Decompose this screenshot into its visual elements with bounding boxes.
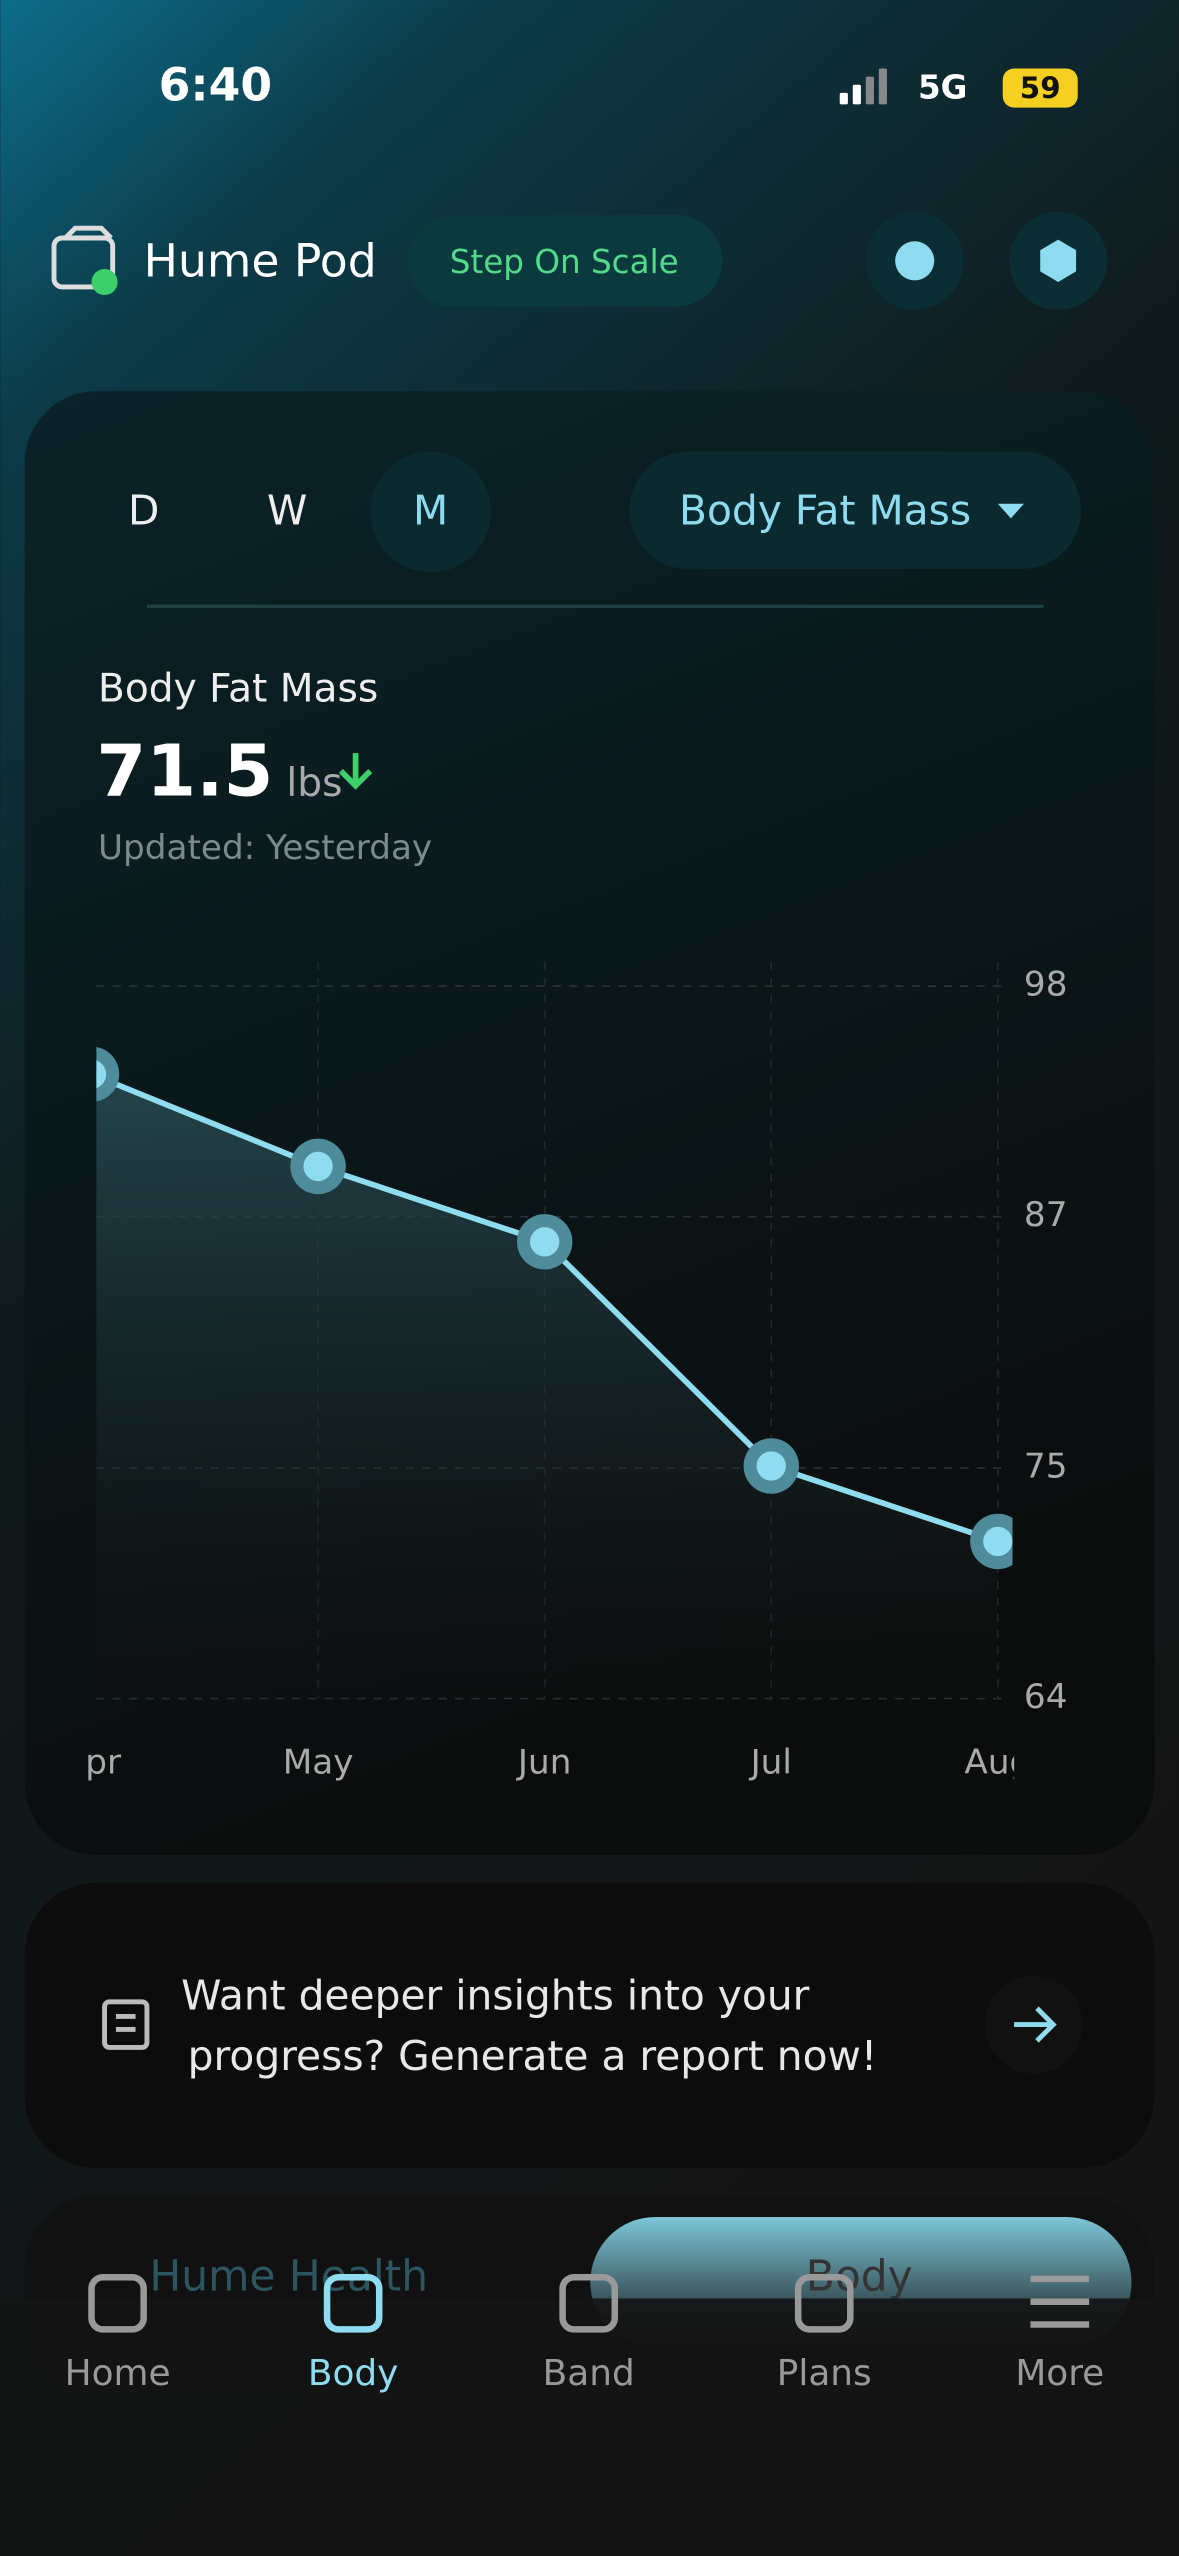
dropdown-caret: [997, 503, 1024, 519]
battery: [1002, 68, 1078, 108]
nav-item[interactable]: Body: [308, 2353, 399, 2394]
settings-icon: [1040, 239, 1077, 283]
nav-icon-shape: [323, 2273, 383, 2333]
x-tick-label: Jun: [516, 1742, 571, 1782]
plot: [96, 1046, 1013, 1699]
nav-icon: [794, 2273, 854, 2333]
y-tick-label: 64: [1024, 1677, 1068, 1717]
x-tick-label: Apr: [62, 1742, 122, 1782]
y-tick-label: 87: [1024, 1195, 1068, 1235]
nav-icon: [1030, 2275, 1090, 2328]
x-tick-label: Aug: [964, 1742, 1031, 1782]
point: [96, 1060, 107, 1089]
y-tick-label: 98: [1024, 965, 1068, 1005]
background-tab: Hume Health: [149, 2251, 428, 2300]
nav-bar: [0, 2298, 1179, 2556]
help-icon: [895, 241, 935, 281]
network: 5G: [918, 69, 967, 107]
nav-item[interactable]: More: [1015, 2353, 1104, 2394]
y-tick-label: 75: [1024, 1447, 1068, 1487]
time: 6:40: [159, 59, 272, 112]
nav-icon: [323, 2273, 383, 2333]
nav-item[interactable]: Band: [543, 2353, 635, 2394]
point: [756, 1451, 786, 1481]
signal-icon: [839, 68, 887, 105]
pod-icon: [51, 225, 116, 290]
nav-item[interactable]: Home: [65, 2353, 171, 2394]
point: [530, 1227, 560, 1257]
period-tab[interactable]: W: [267, 486, 307, 534]
summary-value: 71.5: [96, 728, 273, 812]
period-tab[interactable]: M: [413, 486, 448, 534]
insight-line: Want deeper insights into your: [181, 1972, 810, 2020]
nav-icon: [88, 2273, 147, 2333]
arrow-icon: [1014, 2006, 1057, 2043]
nav-icon-shape: [88, 2273, 147, 2333]
metric-dropdown[interactable]: [629, 451, 1081, 569]
updated-label: Updated: Yesterday: [98, 828, 432, 868]
insight-line: progress? Generate a report now!: [188, 2032, 878, 2080]
insight-card[interactable]: [24, 1882, 1155, 2169]
summary-unit: lbs: [286, 761, 342, 806]
step-on-scale-label: Step On Scale: [450, 243, 679, 281]
area: [96, 1076, 998, 1699]
trend-down-icon: [338, 753, 373, 790]
x-tick-label: Jul: [749, 1742, 792, 1782]
nav-icon-shape: [559, 2273, 619, 2333]
battery-level: 59: [1020, 71, 1061, 105]
period-tab[interactable]: D: [128, 486, 159, 534]
nav-icon: [559, 2273, 619, 2333]
nav-icon-shape: [794, 2273, 854, 2333]
step-on-scale-button[interactable]: [407, 215, 723, 307]
x-labels: Apr May Jun Jul Aug: [62, 1742, 1031, 1782]
metric-dropdown-label: Body Fat Mass: [679, 486, 971, 534]
status-dot: [91, 268, 118, 296]
summary-label: Body Fat Mass: [98, 667, 378, 712]
point: [303, 1151, 333, 1182]
header-title: Hume Pod: [144, 235, 377, 288]
tab-active-bg: [370, 451, 491, 573]
report-icon: [102, 1999, 150, 2050]
point: [983, 1526, 1013, 1557]
x-tick-label: May: [283, 1742, 354, 1782]
nav-item[interactable]: Plans: [777, 2353, 872, 2394]
point-halo: [96, 1046, 120, 1102]
